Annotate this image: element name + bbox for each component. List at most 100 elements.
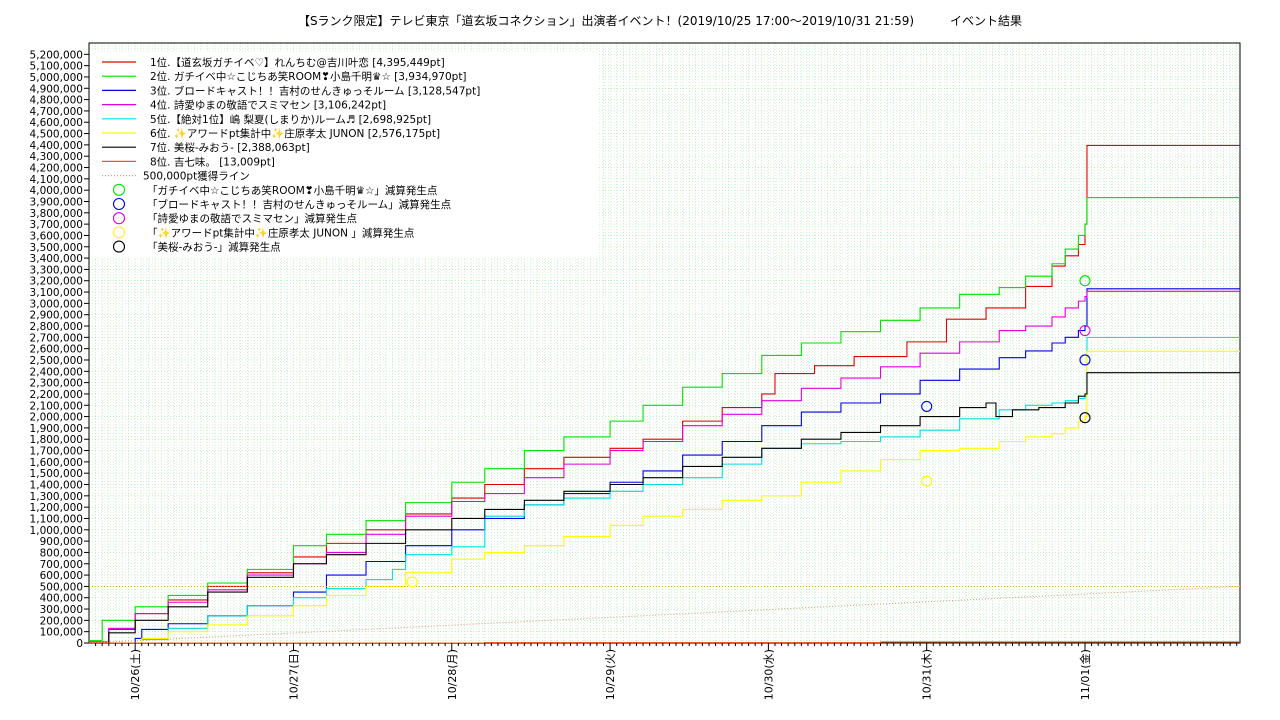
legend-label-3: 3位. ブロードキャスト！！吉村のせんきゅっそルーム [3,128,547pt] bbox=[150, 84, 480, 97]
y-tick-label: 3,200,000 bbox=[30, 276, 83, 288]
y-tick-label: 3,000,000 bbox=[30, 298, 83, 310]
legend-marker-1 bbox=[112, 183, 126, 196]
y-tick-label: 4,200,000 bbox=[30, 163, 83, 175]
x-tick-label: 10/29(火) bbox=[604, 649, 617, 700]
series-line-1 bbox=[89, 144, 1240, 643]
y-tick-label: 300,000 bbox=[40, 604, 83, 616]
y-tick-label: 1,300,000 bbox=[30, 491, 83, 503]
y-tick-label: 2,900,000 bbox=[30, 310, 83, 322]
y-tick-label: 2,800,000 bbox=[30, 321, 83, 333]
y-tick-label: 4,000,000 bbox=[30, 185, 83, 197]
y-tick-label: 3,700,000 bbox=[30, 219, 83, 231]
legend-label-9: 500,000pt獲得ライン bbox=[143, 170, 250, 183]
y-tick-label: 100,000 bbox=[40, 627, 83, 639]
y-tick-label: 2,200,000 bbox=[30, 389, 83, 401]
x-tick-label: 10/27(日) bbox=[287, 649, 300, 700]
legend-marker-label-2: 「ブロードキャスト！！吉村のせんきゅっそルーム」減算発生点 bbox=[147, 198, 451, 211]
y-tick-label: 1,100,000 bbox=[30, 513, 83, 525]
y-tick-label: 3,500,000 bbox=[30, 242, 83, 254]
y-tick-label: 3,100,000 bbox=[30, 287, 83, 299]
x-tick-label: 11/01(金) bbox=[1078, 649, 1092, 700]
y-tick-label: 2,600,000 bbox=[30, 344, 83, 356]
y-tick-label: 4,700,000 bbox=[30, 106, 83, 118]
series-layer bbox=[89, 144, 1240, 643]
series-line-2 bbox=[89, 196, 1240, 642]
decrement-marker-4 bbox=[921, 475, 933, 487]
series-line-6 bbox=[89, 350, 1240, 643]
y-tick-label: 5,100,000 bbox=[30, 61, 83, 73]
series-line-7 bbox=[89, 372, 1240, 643]
y-tick-label: 2,500,000 bbox=[30, 355, 83, 367]
legend-marker-label-1: 「ガチイベ中☆こじちあ笑ROOM❣小島千明♛☆」減算発生点 bbox=[147, 184, 437, 197]
y-tick-label: 200,000 bbox=[40, 615, 83, 627]
y-tick-label: 4,900,000 bbox=[30, 83, 83, 95]
y-tick-label: 1,400,000 bbox=[30, 480, 83, 492]
legend-box bbox=[90, 52, 598, 258]
y-tick-label: 1,000,000 bbox=[30, 525, 83, 537]
y-tick-label: 1,600,000 bbox=[30, 457, 83, 469]
legend-label-7: 7位. 美桜-みおう- [2,388,063pt] bbox=[150, 141, 310, 154]
y-axis: 0100,000200,000300,000400,000500,000600,… bbox=[30, 49, 89, 650]
y-tick-label: 2,100,000 bbox=[30, 400, 83, 412]
marker-layer bbox=[406, 275, 1091, 588]
decrement-marker-2 bbox=[1079, 354, 1091, 366]
legend-marker-5 bbox=[112, 240, 126, 253]
y-tick-label: 4,800,000 bbox=[30, 95, 83, 107]
y-tick-label: 2,700,000 bbox=[30, 332, 83, 344]
series-line-3 bbox=[89, 288, 1240, 643]
y-tick-label: 700,000 bbox=[40, 559, 83, 571]
y-tick-label: 3,400,000 bbox=[30, 253, 83, 265]
chart-title: 【Sランク限定】テレビ東京「道玄坂コネクション」出演者イベント！(2019/10… bbox=[297, 14, 1023, 28]
y-tick-label: 3,800,000 bbox=[30, 208, 83, 220]
y-tick-label: 900,000 bbox=[40, 536, 83, 548]
y-tick-label: 1,200,000 bbox=[30, 502, 83, 514]
y-tick-label: 400,000 bbox=[40, 593, 83, 605]
y-tick-label: 4,500,000 bbox=[30, 129, 83, 141]
decrement-marker-1 bbox=[1079, 275, 1091, 287]
legend-marker-label-5: 「美桜-みおう-」減算発生点 bbox=[147, 241, 281, 254]
x-tick-label: 10/28(月) bbox=[446, 649, 459, 700]
x-tick-label: 10/31(木) bbox=[921, 649, 934, 700]
decrement-marker-4 bbox=[406, 576, 418, 588]
x-axis: 10/26(土) 10/27(日) 10/28(月) 10/29(火) 10/30(水)… bbox=[95, 643, 1238, 700]
legend-label-2: 2位. ガチイベ中☆こじちあ笑ROOM❣小島千明♛☆ [3,934,970pt] bbox=[150, 70, 467, 83]
legend-label-5: 5位.【絶対1位】嶋 梨夏(しまりか)ルーム♬ [2,698,925pt] bbox=[150, 113, 431, 126]
x-tick-label: 10/26(土) bbox=[129, 649, 142, 700]
y-tick-label: 0 bbox=[76, 638, 83, 650]
y-tick-label: 5,000,000 bbox=[30, 72, 83, 84]
y-tick-label: 500,000 bbox=[40, 581, 83, 593]
y-tick-label: 3,300,000 bbox=[30, 264, 83, 276]
decrement-marker-2 bbox=[921, 400, 933, 412]
y-tick-label: 3,600,000 bbox=[30, 230, 83, 242]
y-tick-label: 1,900,000 bbox=[30, 423, 83, 435]
y-tick-label: 3,900,000 bbox=[30, 196, 83, 208]
legend-label-6: 6位. ✨アワードpt集計中✨庄原孝太 JUNON [2,576,175pt] bbox=[150, 127, 440, 140]
y-tick-label: 1,500,000 bbox=[30, 468, 83, 480]
legend: 1位.【道玄坂ガチイベ♡】れんちむ@吉川叶恋 [4,395,449pt]2位. … bbox=[90, 52, 598, 258]
series-line-8 bbox=[89, 641, 1240, 643]
legend-label-8: 8位. 吉七味。 [13,009pt] bbox=[150, 155, 275, 168]
legend-marker-2 bbox=[112, 197, 126, 211]
y-tick-label: 4,400,000 bbox=[30, 140, 83, 152]
series-line-9 bbox=[89, 585, 1240, 643]
legend-marker-label-3: 「詩愛ゆまの敬語でスミマセン」減算発生点 bbox=[147, 212, 357, 225]
series-line-4 bbox=[89, 290, 1240, 643]
y-tick-label: 2,300,000 bbox=[30, 378, 83, 390]
y-tick-label: 4,100,000 bbox=[30, 174, 83, 186]
legend-marker-3 bbox=[112, 212, 126, 225]
y-tick-label: 2,400,000 bbox=[30, 366, 83, 378]
y-tick-label: 800,000 bbox=[40, 547, 83, 559]
legend-label-4: 4位. 詩愛ゆまの敬語でスミマセン [3,106,242pt] bbox=[150, 99, 386, 112]
decrement-marker-5 bbox=[1079, 412, 1091, 424]
series-line-5 bbox=[89, 336, 1240, 643]
y-tick-label: 4,300,000 bbox=[30, 151, 83, 163]
y-tick-label: 4,600,000 bbox=[30, 117, 83, 129]
legend-marker-4 bbox=[112, 226, 126, 239]
legend-label-1: 1位.【道玄坂ガチイベ♡】れんちむ@吉川叶恋 [4,395,449pt] bbox=[150, 56, 445, 69]
y-tick-label: 2,000,000 bbox=[30, 412, 83, 424]
y-tick-label: 1,700,000 bbox=[30, 446, 83, 458]
y-tick-label: 1,800,000 bbox=[30, 434, 83, 446]
legend-marker-label-4: 「✨アワードpt集計中✨庄原孝太 JUNON 」減算発生点 bbox=[147, 226, 414, 239]
x-tick-label: 10/30(水) bbox=[762, 649, 775, 700]
